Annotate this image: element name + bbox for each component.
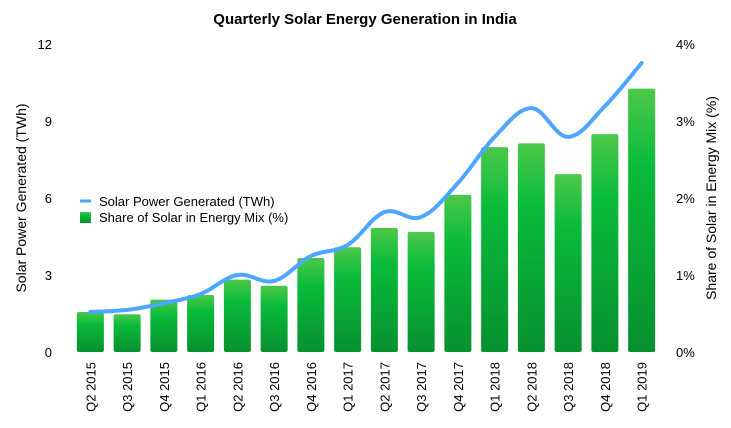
y-right-tick-label: 1% bbox=[676, 268, 695, 283]
y-left-tick-label: 0 bbox=[45, 345, 52, 360]
legend-label-line: Solar Power Generated (TWh) bbox=[99, 194, 275, 209]
x-tick-label: Q1 2017 bbox=[341, 362, 356, 412]
bar-q2-2016 bbox=[223, 279, 251, 352]
x-tick-label: Q3 2017 bbox=[414, 362, 429, 412]
x-tick-label: Q2 2016 bbox=[230, 362, 245, 412]
y-left-tick-label: 9 bbox=[45, 114, 52, 129]
bar-q4-2015 bbox=[150, 299, 178, 352]
legend: Solar Power Generated (TWh) Share of Sol… bbox=[80, 194, 288, 225]
bar-q1-2017 bbox=[334, 247, 362, 352]
bar-q2-2015 bbox=[76, 311, 104, 352]
bar-q3-2016 bbox=[260, 285, 288, 352]
x-tick-label: Q3 2018 bbox=[561, 362, 576, 412]
y-left-tick-label: 3 bbox=[45, 268, 52, 283]
y-left-tick-label: 6 bbox=[45, 191, 52, 206]
x-tick-label: Q1 2018 bbox=[488, 362, 503, 412]
bar-q1-2016 bbox=[187, 295, 215, 352]
x-tick-label: Q4 2018 bbox=[598, 362, 613, 412]
x-tick-label: Q2 2018 bbox=[524, 362, 539, 412]
bar-q3-2015 bbox=[113, 314, 141, 352]
bar-q4-2016 bbox=[297, 258, 325, 352]
x-tick-label: Q4 2017 bbox=[451, 362, 466, 412]
x-tick-label: Q1 2019 bbox=[635, 362, 650, 412]
x-tick-label: Q1 2016 bbox=[194, 362, 209, 412]
chart-title: Quarterly Solar Energy Generation in Ind… bbox=[213, 11, 517, 28]
y-right-tick-label: 2% bbox=[676, 191, 695, 206]
y-right-tick-label: 3% bbox=[676, 114, 695, 129]
legend-bar-swatch bbox=[80, 212, 91, 223]
bar-q3-2017 bbox=[407, 231, 435, 352]
bar-q4-2017 bbox=[444, 194, 472, 352]
x-tick-label: Q2 2015 bbox=[83, 362, 98, 412]
y-axis-left-label: Solar Power Generated (TWh) bbox=[13, 103, 29, 292]
bar-q2-2017 bbox=[370, 228, 398, 352]
y-axis-right-label: Share of Solar in Energy Mix (%) bbox=[703, 96, 719, 300]
x-tick-label: Q2 2017 bbox=[377, 362, 392, 412]
bar-q1-2018 bbox=[481, 147, 509, 352]
y-left-tick-label: 12 bbox=[38, 37, 52, 52]
y-right-tick-label: 0% bbox=[676, 345, 695, 360]
line-solar-power-generated bbox=[88, 60, 644, 314]
x-tick-label: Q3 2016 bbox=[267, 362, 282, 412]
x-tick-label: Q4 2015 bbox=[157, 362, 172, 412]
x-tick-label: Q3 2015 bbox=[120, 362, 135, 412]
bar-q4-2018 bbox=[591, 134, 619, 352]
bar-q1-2019 bbox=[628, 88, 656, 352]
legend-label-bar: Share of Solar in Energy Mix (%) bbox=[99, 210, 288, 225]
x-tick-label: Q4 2016 bbox=[304, 362, 319, 412]
y-right-tick-label: 4% bbox=[676, 37, 695, 52]
bar-q2-2018 bbox=[517, 143, 545, 352]
bar-q3-2018 bbox=[554, 174, 582, 352]
